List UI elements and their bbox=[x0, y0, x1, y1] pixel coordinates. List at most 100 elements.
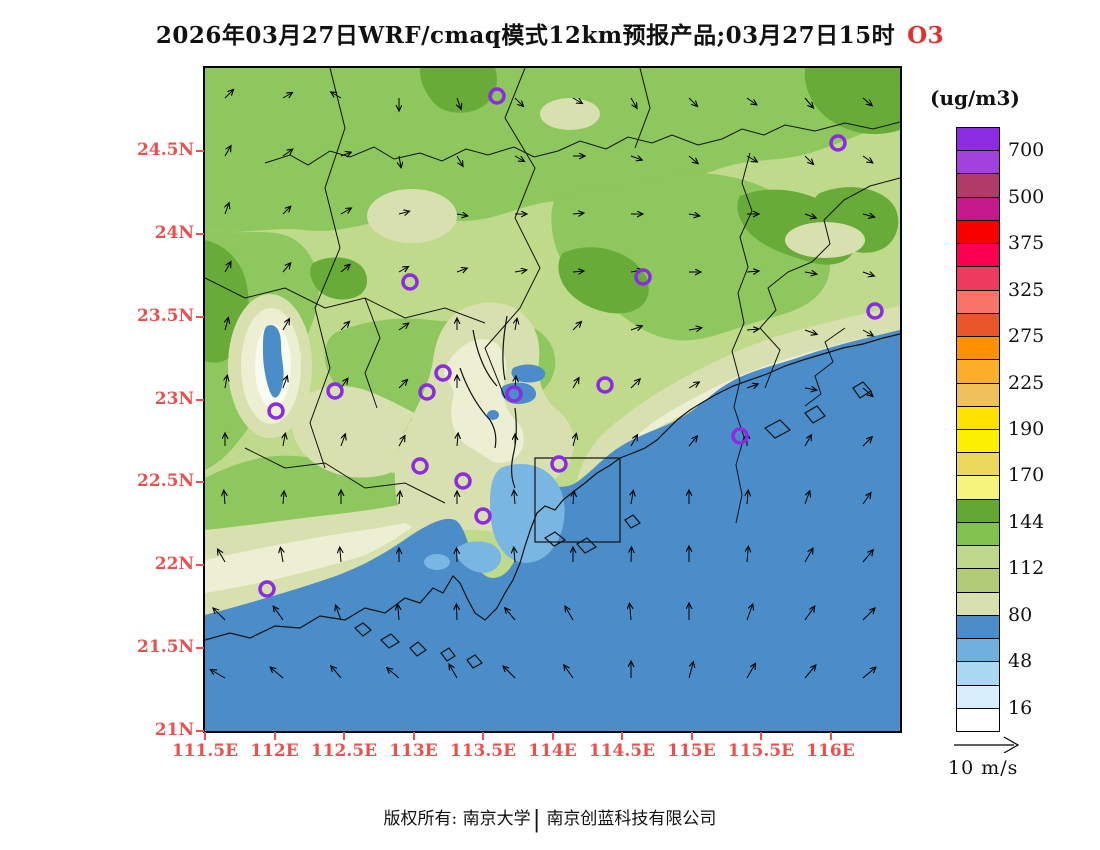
wind-arrow bbox=[630, 97, 637, 108]
wind-arrow bbox=[630, 326, 642, 330]
wind-arrow bbox=[514, 155, 525, 162]
wind-arrow bbox=[398, 267, 409, 273]
y-tick-mark bbox=[196, 481, 204, 484]
river-branch bbox=[459, 367, 497, 449]
wind-arrow bbox=[862, 437, 872, 447]
wind-arrow bbox=[630, 379, 640, 389]
colorbar-segment bbox=[956, 219, 1000, 245]
colorbar-label: 80 bbox=[1008, 603, 1033, 626]
station-marker bbox=[550, 455, 568, 473]
wind-arrow bbox=[218, 549, 226, 563]
x-tick-mark bbox=[829, 732, 832, 740]
x-tick-mark bbox=[621, 732, 623, 740]
wind-vector-layer bbox=[210, 90, 876, 679]
station-marker bbox=[326, 382, 344, 400]
y-tick-mark bbox=[196, 232, 204, 235]
wind-arrow bbox=[283, 433, 285, 447]
wind-arrow bbox=[282, 93, 293, 99]
colorbar-label: 700 bbox=[1008, 139, 1045, 162]
y-tick-mark bbox=[196, 398, 204, 401]
wind-arrow bbox=[503, 666, 516, 679]
wind-arrow bbox=[804, 606, 815, 621]
wind-arrow bbox=[340, 152, 351, 156]
wind-arrow bbox=[398, 604, 399, 621]
wind-arrow bbox=[804, 329, 817, 334]
wind-arrow bbox=[746, 329, 759, 330]
wind-arrow bbox=[630, 156, 642, 160]
colorbar-label: 16 bbox=[1008, 696, 1033, 719]
colorbar-segment bbox=[956, 312, 1000, 338]
wind-arrow bbox=[399, 155, 401, 168]
y-tick-label: 22N bbox=[154, 554, 194, 575]
wind-arrow bbox=[746, 97, 757, 105]
wind-arrow bbox=[224, 490, 225, 505]
colorbar-label: 275 bbox=[1008, 325, 1045, 348]
wind-arrow bbox=[398, 323, 409, 331]
x-tick-mark bbox=[760, 732, 762, 740]
wind-arrow bbox=[862, 667, 876, 679]
wind-arrow bbox=[572, 213, 584, 214]
copyright-divider: | bbox=[532, 807, 541, 833]
colorbar-segment bbox=[956, 266, 1000, 291]
wind-arrow bbox=[331, 666, 342, 679]
y-tick-mark bbox=[196, 647, 204, 650]
wind-arrow bbox=[862, 214, 875, 217]
copyright-left: 版权所有: 南京大学 bbox=[383, 809, 531, 829]
wind-arrow bbox=[688, 97, 698, 107]
copyright-right: 南京创蓝科技有限公司 bbox=[546, 809, 717, 829]
colorbar-segment bbox=[956, 591, 1000, 616]
wind-arrow bbox=[746, 604, 753, 621]
colorbar-label: 225 bbox=[1008, 371, 1045, 394]
x-tick-label: 115.5E bbox=[727, 741, 795, 761]
wind-arrow bbox=[213, 608, 226, 621]
station-marker bbox=[267, 402, 285, 420]
map-svg bbox=[205, 68, 900, 731]
colorbar-segment bbox=[956, 196, 1000, 221]
x-tick-mark bbox=[273, 732, 276, 740]
x-tick-mark bbox=[551, 732, 554, 740]
wind-arrow bbox=[340, 264, 350, 273]
wind-arrow bbox=[630, 603, 632, 621]
wind-arrow bbox=[225, 375, 227, 389]
wind-arrow bbox=[280, 547, 283, 563]
wind-arrow bbox=[747, 490, 748, 505]
colorbar-segment bbox=[956, 428, 1000, 454]
colorbar-label: 48 bbox=[1008, 650, 1033, 673]
x-tick-label: 112.5E bbox=[310, 741, 378, 761]
colorbar-segment bbox=[956, 405, 1000, 430]
figure-title: 2026年03月27日WRF/cmaq模式12km预报产品;03月27日15时 O… bbox=[0, 16, 1100, 50]
station-marker bbox=[634, 268, 652, 286]
colorbar-segment bbox=[956, 498, 1000, 523]
wind-scale-legend: 10 m/s bbox=[948, 733, 1078, 779]
wind-arrow bbox=[514, 270, 527, 272]
y-tick-label: 24N bbox=[154, 222, 194, 243]
x-tick-label: 113E bbox=[389, 741, 438, 761]
wind-arrow bbox=[688, 155, 698, 164]
wind-arrow bbox=[282, 206, 291, 215]
wind-arrow bbox=[804, 97, 813, 108]
colorbar-segment bbox=[956, 127, 1000, 152]
wind-arrow bbox=[514, 547, 515, 563]
wind-arrow bbox=[387, 668, 400, 679]
wind-arrow bbox=[804, 214, 816, 218]
wind-arrow bbox=[746, 155, 757, 162]
wind-arrow bbox=[804, 435, 812, 447]
colorbar-segment bbox=[956, 568, 1000, 593]
copyright-line: 版权所有: 南京大学| 南京创蓝科技有限公司 bbox=[0, 804, 1100, 833]
wind-arrow bbox=[283, 491, 284, 505]
wind-arrow bbox=[862, 329, 873, 336]
wind-arrow bbox=[862, 493, 871, 505]
coastline-layer bbox=[205, 315, 900, 669]
wind-arrow bbox=[862, 550, 873, 563]
y-tick-label: 24.5N bbox=[137, 139, 194, 160]
colorbar-label: 375 bbox=[1008, 232, 1045, 255]
wind-arrow bbox=[340, 208, 351, 215]
wind-arrow bbox=[862, 272, 874, 276]
wind-arrow bbox=[340, 322, 350, 331]
wind-arrow bbox=[449, 664, 458, 679]
colorbar-label: 500 bbox=[1008, 185, 1045, 208]
colorbar-segment bbox=[956, 638, 1000, 663]
wind-arrow bbox=[515, 318, 517, 331]
wind-arrow bbox=[331, 92, 342, 99]
